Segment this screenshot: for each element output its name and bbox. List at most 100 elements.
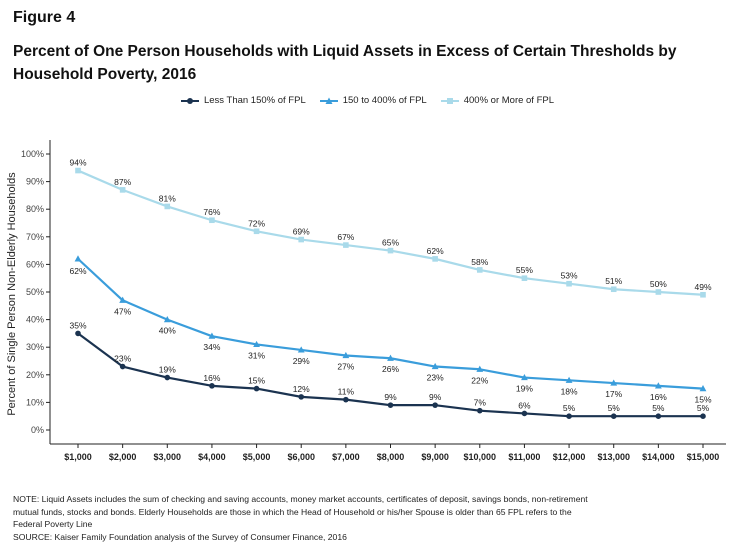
x-tick-label: $6,000 — [287, 452, 315, 462]
data-label: 58% — [471, 257, 488, 267]
y-tick-label: 40% — [26, 315, 44, 325]
data-label: 53% — [561, 271, 578, 281]
data-point — [432, 256, 438, 262]
square-marker-icon — [440, 97, 459, 104]
data-point — [163, 316, 171, 323]
y-tick-label: 80% — [26, 204, 44, 214]
data-point — [654, 382, 662, 389]
data-point — [387, 402, 394, 408]
data-point — [565, 376, 573, 383]
data-label: 29% — [293, 356, 310, 366]
data-point — [476, 365, 484, 372]
x-tick-label: $15,000 — [687, 452, 720, 462]
data-point — [253, 228, 260, 235]
data-point — [387, 247, 394, 254]
data-label: 7% — [474, 398, 487, 408]
data-point — [566, 413, 572, 420]
y-tick-label: 30% — [26, 342, 44, 352]
data-label: 72% — [248, 218, 265, 228]
figure-label: Figure 4 — [13, 9, 76, 26]
data-point — [610, 286, 617, 293]
data-point — [610, 413, 617, 420]
data-label: 81% — [159, 193, 176, 203]
data-label: 5% — [697, 403, 710, 413]
data-label: 27% — [337, 361, 354, 371]
note-line: Federal Poverty Line — [13, 519, 93, 529]
data-point — [164, 374, 171, 381]
data-point — [343, 396, 349, 403]
data-label: 11% — [338, 387, 355, 397]
data-label: 15% — [248, 376, 265, 386]
data-label: 19% — [159, 365, 176, 375]
data-point — [432, 402, 438, 408]
data-label: 69% — [293, 227, 310, 237]
data-label: 62% — [69, 266, 86, 276]
data-label: 94% — [69, 158, 86, 168]
note-line: mutual funds, stocks and bonds. Elderly … — [13, 506, 572, 517]
data-label: 5% — [608, 403, 621, 413]
data-label: 6% — [518, 400, 531, 410]
circle-marker-icon — [180, 97, 199, 104]
data-point — [655, 413, 662, 420]
data-point — [342, 351, 350, 359]
data-point — [387, 354, 394, 361]
data-label: 26% — [382, 364, 399, 374]
data-point — [75, 330, 81, 337]
y-tick-label: 50% — [26, 287, 44, 297]
x-tick-label: $13,000 — [597, 452, 630, 462]
data-point — [119, 187, 126, 193]
data-label: 12% — [293, 384, 310, 394]
data-label: 23% — [114, 354, 131, 364]
data-label: 16% — [203, 373, 220, 383]
y-tick-label: 90% — [26, 177, 44, 187]
y-tick-label: 60% — [26, 259, 44, 269]
data-point — [208, 332, 216, 339]
data-label: 87% — [114, 177, 131, 187]
legend-item-series-2: 150 to 400% of FPL — [319, 95, 427, 106]
data-label: 40% — [159, 326, 176, 336]
data-label: 34% — [203, 342, 220, 352]
x-tick-label: $5,000 — [243, 452, 271, 462]
data-label: 9% — [384, 392, 397, 402]
data-point — [610, 379, 618, 386]
data-point — [476, 267, 483, 273]
data-label: 47% — [114, 306, 131, 316]
data-point — [209, 383, 215, 389]
data-label: 23% — [427, 373, 444, 383]
data-point — [700, 291, 706, 298]
data-label: 62% — [427, 246, 444, 256]
legend-label: Less Than 150% of FPL — [203, 95, 306, 106]
y-tick-label: 10% — [26, 397, 44, 407]
data-label: 19% — [516, 384, 533, 394]
chart-legend: Less Than 150% of FPL 150 to 400% of FPL… — [0, 95, 735, 106]
data-label: 76% — [203, 207, 220, 217]
x-tick-label: $10,000 — [464, 452, 497, 462]
data-label: 51% — [605, 276, 622, 286]
x-tick-label: $8,000 — [377, 452, 405, 462]
data-label: 55% — [516, 265, 533, 275]
data-point — [119, 363, 126, 370]
data-label: 49% — [694, 282, 711, 292]
data-point — [209, 217, 215, 224]
x-tick-label: $4,000 — [198, 452, 226, 462]
data-point — [566, 280, 572, 287]
data-point — [164, 203, 171, 210]
data-point — [476, 407, 483, 414]
y-tick-label: 70% — [26, 232, 44, 242]
chart-title: Percent of One Person Households with Li… — [13, 43, 677, 83]
y-tick-label: 0% — [31, 425, 44, 435]
data-point — [119, 296, 127, 303]
data-label: 17% — [605, 389, 622, 399]
y-tick-label: 20% — [26, 370, 44, 380]
y-tick-label: 100% — [21, 149, 44, 159]
data-point — [431, 362, 439, 370]
data-point — [521, 275, 528, 281]
data-point — [655, 289, 662, 295]
legend-label: 400% or More of FPL — [463, 95, 555, 106]
data-label: 16% — [650, 392, 667, 402]
x-tick-label: $9,000 — [421, 452, 449, 462]
legend-item-series-1: Less Than 150% of FPL — [180, 95, 306, 106]
x-tick-label: $7,000 — [332, 452, 360, 462]
triangle-marker-icon — [319, 97, 338, 104]
x-tick-label: $14,000 — [642, 452, 675, 462]
